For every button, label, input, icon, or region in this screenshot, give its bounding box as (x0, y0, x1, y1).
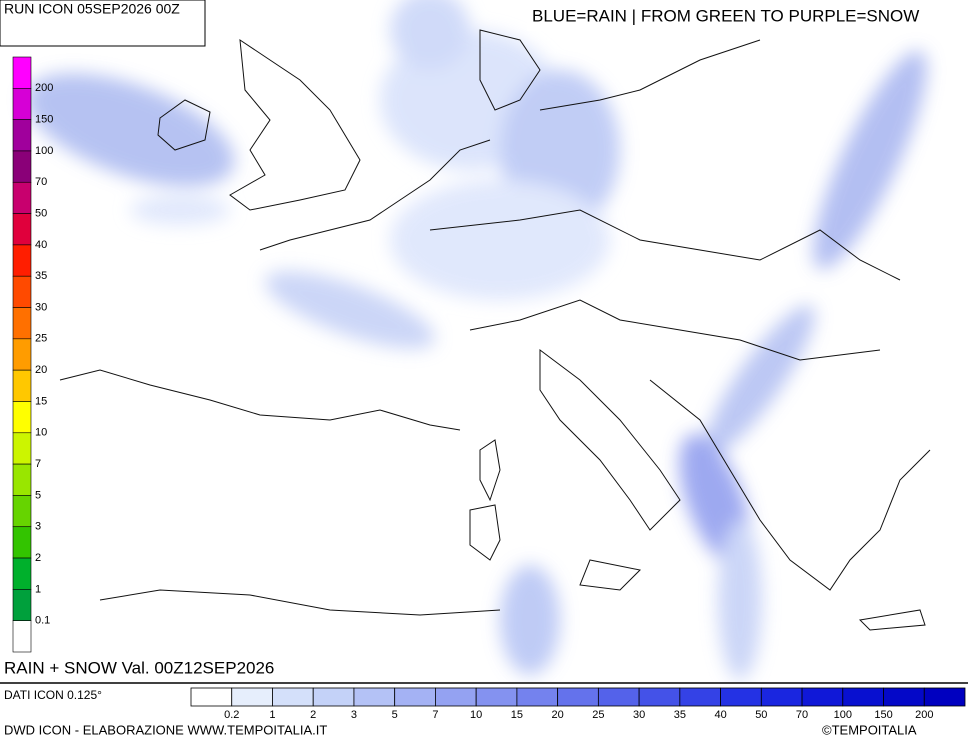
scale-swatch (12, 369, 32, 402)
scale-label: 100 (834, 709, 852, 721)
precipitation-field (25, 0, 927, 680)
scale-swatch (272, 687, 314, 707)
scale-label: 50 (755, 709, 767, 721)
scale-swatch (720, 687, 762, 707)
scale-label: 200 (35, 82, 53, 94)
scale-label: 1 (35, 583, 41, 595)
scale-swatch (12, 244, 32, 277)
scale-swatch (231, 687, 273, 707)
scale-label: 2 (310, 709, 316, 721)
coastlines (59, 29, 931, 631)
scale-label: 7 (35, 458, 41, 470)
scale-swatch (190, 687, 233, 707)
scale-swatch (12, 275, 32, 308)
scale-swatch (475, 687, 518, 707)
scale-swatch (12, 88, 32, 120)
scale-label: 3 (351, 709, 357, 721)
scale-label: 0.1 (35, 615, 50, 627)
scale-label: 1 (269, 709, 275, 721)
scale-swatch (12, 620, 32, 653)
scale-swatch (597, 687, 640, 707)
bottom-scale: 0.2 1 2 3 5 7 10 15 20 25 30 35 40 50 70 100 150 200 (190, 687, 966, 721)
run-label: RUN ICON 05SEP2026 00Z (4, 1, 180, 17)
scale-label: 15 (511, 709, 523, 721)
scale-label: 150 (874, 709, 892, 721)
scale-swatch (353, 687, 396, 707)
scale-swatch (435, 687, 477, 707)
scale-label: 40 (35, 239, 47, 251)
scale-swatch (679, 687, 721, 707)
scale-swatch (638, 687, 681, 707)
scale-label: 35 (674, 709, 686, 721)
scale-label: 25 (592, 709, 604, 721)
scale-label: 5 (35, 489, 41, 501)
scale-label: 30 (35, 301, 47, 313)
scale-label: 40 (714, 709, 726, 721)
scale-swatch (12, 181, 32, 214)
scale-label: 5 (392, 709, 398, 721)
data-source: DATI ICON 0.125° (4, 688, 102, 702)
scale-swatch (12, 338, 32, 371)
scale-swatch (12, 495, 32, 528)
scale-label: 70 (35, 176, 47, 188)
scale-label: 15 (35, 395, 47, 407)
scale-label: 20 (552, 709, 564, 721)
scale-label: 3 (35, 521, 41, 533)
scale-label: 2 (35, 552, 41, 564)
scale-label: 200 (915, 709, 933, 721)
scale-swatch (312, 687, 355, 707)
scale-label: 25 (35, 333, 47, 345)
scale-label: 0.2 (224, 709, 239, 721)
scale-swatch (12, 463, 32, 496)
scale-swatch (12, 213, 32, 246)
scale-swatch (516, 687, 559, 707)
scale-label: 70 (796, 709, 808, 721)
scale-swatch (557, 687, 599, 707)
scale-swatch (12, 432, 32, 465)
scale-label: 150 (35, 114, 53, 126)
scale-swatch (842, 687, 884, 707)
scale-label: 35 (35, 270, 47, 282)
scale-label: 10 (35, 427, 47, 439)
validity-label: RAIN + SNOW Val. 00Z12SEP2026 (4, 658, 274, 677)
legend-note: BLUE=RAIN | FROM GREEN TO PURPLE=SNOW (532, 6, 919, 25)
scale-label: 50 (35, 207, 47, 219)
copyright: ©TEMPOITALIA (822, 722, 917, 737)
scale-swatch (12, 526, 32, 559)
scale-label: 7 (432, 709, 438, 721)
scale-label: 30 (633, 709, 645, 721)
scale-label: 20 (35, 364, 47, 376)
scale-swatch (883, 687, 925, 707)
scale-swatch (12, 589, 32, 621)
scale-swatch (760, 687, 803, 707)
scale-swatch (12, 150, 32, 183)
scale-swatch (923, 687, 966, 707)
scale-swatch (801, 687, 844, 707)
scale-swatch (12, 557, 32, 590)
scale-swatch (394, 687, 436, 707)
scale-swatch (12, 307, 32, 340)
scale-swatch (12, 401, 32, 434)
scale-swatch (12, 119, 32, 152)
map (25, 0, 931, 680)
side-scale: 200 150 100 70 50 40 35 30 25 20 15 10 7 5 3 2 1 0.1 (12, 56, 53, 653)
credit: DWD ICON - ELABORAZIONE WWW.TEMPOITALIA.… (4, 722, 327, 737)
scale-label: 10 (470, 709, 482, 721)
scale-label: 100 (35, 145, 53, 157)
scale-swatch (12, 56, 32, 89)
